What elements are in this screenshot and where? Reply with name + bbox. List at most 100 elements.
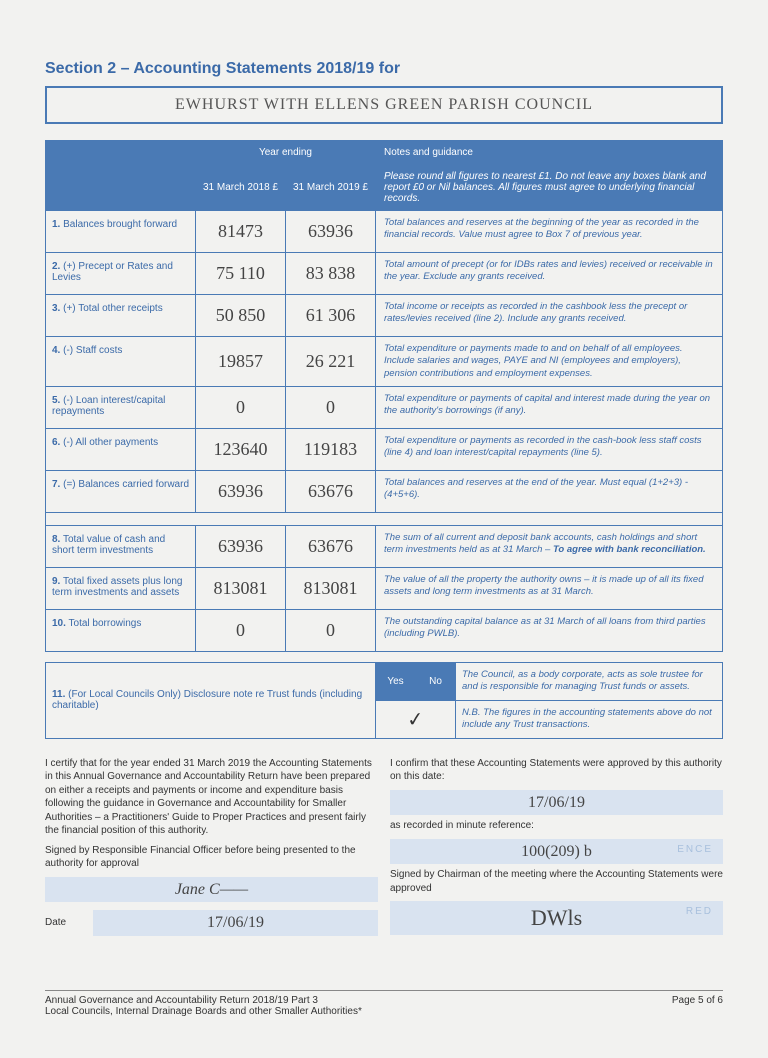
row-label: Balances brought forward (63, 219, 177, 230)
col-2019-header: 31 March 2019 £ (286, 165, 376, 211)
row-label: (-) All other payments (63, 437, 158, 448)
table-row: 10. Total borrowings 0 0 The outstanding… (46, 610, 723, 652)
notes-header: Notes and guidance (376, 141, 723, 165)
table-row: 8. Total value of cash and short term in… (46, 526, 723, 568)
footer-left: Annual Governance and Accountability Ret… (45, 995, 362, 1017)
footer-line-2: Local Councils, Internal Drainage Boards… (45, 1006, 362, 1017)
value-2018: 123640 (196, 429, 286, 471)
value-2019: 63676 (286, 526, 376, 568)
value-2019: 63936 (286, 211, 376, 253)
cert-right-text: I confirm that these Accounting Statemen… (390, 757, 723, 784)
date-label: Date (45, 916, 85, 930)
minute-ref-box: 100(209) b ENCE (390, 839, 723, 865)
value-2018: 813081 (196, 568, 286, 610)
footer-line-1: Annual Governance and Accountability Ret… (45, 995, 362, 1006)
row-num: 8. (52, 534, 60, 545)
row-label: Total value of cash and short term inves… (52, 534, 165, 556)
value-2019: 61 306 (286, 295, 376, 337)
row-num: 9. (52, 576, 60, 587)
table-row: 4. (-) Staff costs 19857 26 221 Total ex… (46, 337, 723, 387)
approval-date-box: 17/06/19 (390, 790, 723, 816)
minute-ref-label: as recorded in minute reference: (390, 819, 723, 833)
row-num: 7. (52, 479, 60, 490)
authority-name-box: EWHURST WITH ELLENS GREEN PARISH COUNCIL (45, 86, 723, 124)
row-label: (=) Balances carried forward (63, 479, 189, 490)
value-2018: 19857 (196, 337, 286, 387)
table-row: 9. Total fixed assets plus long term inv… (46, 568, 723, 610)
row-label: (-) Staff costs (63, 345, 122, 356)
value-2018: 0 (196, 610, 286, 652)
row-note: The sum of all current and deposit bank … (376, 526, 723, 568)
row-label: (-) Loan interest/capital repayments (52, 395, 165, 417)
chairman-sign-label: Signed by Chairman of the meeting where … (390, 868, 723, 895)
approval-date: 17/06/19 (528, 794, 585, 811)
no-header: No (416, 663, 456, 701)
value-2019: 119183 (286, 429, 376, 471)
row-num: 6. (52, 437, 60, 448)
row-num: 10. (52, 618, 66, 629)
table-row: 6. (-) All other payments 123640 119183 … (46, 429, 723, 471)
rfo-date-box: 17/06/19 (93, 910, 378, 936)
value-2018: 63936 (196, 471, 286, 513)
row-note: Total expenditure or payments of capital… (376, 387, 723, 429)
row-note: Total balances and reserves at the begin… (376, 211, 723, 253)
disclosure-note-1: The Council, as a body corporate, acts a… (456, 663, 723, 701)
row-label: Total fixed assets plus long term invest… (52, 576, 182, 598)
year-ending-header: Year ending (196, 141, 376, 165)
value-2018: 63936 (196, 526, 286, 568)
value-2019: 813081 (286, 568, 376, 610)
rfo-date: 17/06/19 (207, 914, 264, 931)
row-note: Total income or receipts as recorded in … (376, 295, 723, 337)
table-row: 1. Balances brought forward 81473 63936 … (46, 211, 723, 253)
minute-reference: 100(209) b (521, 843, 592, 860)
chairman-signature: DWls (531, 905, 582, 930)
row-note: Total balances and reserves at the end o… (376, 471, 723, 513)
row-num: 2. (52, 261, 60, 272)
section-title: Section 2 – Accounting Statements 2018/1… (45, 60, 723, 78)
page-number: Page 5 of 6 (672, 995, 723, 1017)
row-note: Total expenditure or payments as recorde… (376, 429, 723, 471)
value-2019: 63676 (286, 471, 376, 513)
row-label: (+) Precept or Rates and Levies (52, 261, 173, 283)
table-row: 3. (+) Total other receipts 50 850 61 30… (46, 295, 723, 337)
value-2019: 0 (286, 387, 376, 429)
disclosure-table: 11. (For Local Councils Only) Disclosure… (45, 662, 723, 739)
table-row: 2. (+) Precept or Rates and Levies 75 11… (46, 253, 723, 295)
disclosure-label: 11. (For Local Councils Only) Disclosure… (46, 663, 376, 739)
table-row: 5. (-) Loan interest/capital repayments … (46, 387, 723, 429)
page-footer: Annual Governance and Accountability Ret… (45, 990, 723, 1017)
cert-right-column: I confirm that these Accounting Statemen… (390, 757, 723, 940)
value-2018: 81473 (196, 211, 286, 253)
rfo-signature: Jane C—— (175, 881, 248, 898)
value-2018: 0 (196, 387, 286, 429)
row-num: 3. (52, 303, 60, 314)
col-2018-header: 31 March 2018 £ (196, 165, 286, 211)
row-num: 5. (52, 395, 60, 406)
certification-section: I certify that for the year ended 31 Mar… (45, 757, 723, 940)
row-label: (+) Total other receipts (63, 303, 163, 314)
cert-left-sign-label: Signed by Responsible Financial Officer … (45, 844, 378, 871)
notes-sub-header: Please round all figures to nearest £1. … (376, 165, 723, 211)
corner-cell (46, 141, 196, 211)
cert-left-text: I certify that for the year ended 31 Mar… (45, 757, 378, 838)
row-num: 4. (52, 345, 60, 356)
row-label: Total borrowings (69, 618, 142, 629)
table-row: 7. (=) Balances carried forward 63936 63… (46, 471, 723, 513)
value-2018: 50 850 (196, 295, 286, 337)
cert-left-column: I certify that for the year ended 31 Mar… (45, 757, 378, 940)
row-note: The value of all the property the author… (376, 568, 723, 610)
disclosure-tick-box: ✓ (376, 700, 456, 738)
value-2019: 26 221 (286, 337, 376, 387)
value-2019: 83 838 (286, 253, 376, 295)
row-note: Total expenditure or payments made to an… (376, 337, 723, 387)
row-num: 1. (52, 219, 60, 230)
accounting-table: Year ending Notes and guidance 31 March … (45, 140, 723, 652)
yes-header: Yes (376, 663, 416, 701)
row-note: The outstanding capital balance as at 31… (376, 610, 723, 652)
rfo-signature-box: Jane C—— (45, 877, 378, 903)
value-2018: 75 110 (196, 253, 286, 295)
chairman-signature-box: DWls RED (390, 901, 723, 935)
value-2019: 0 (286, 610, 376, 652)
disclosure-note-2: N.B. The figures in the accounting state… (456, 700, 723, 738)
row-note: Total amount of precept (or for IDBs rat… (376, 253, 723, 295)
